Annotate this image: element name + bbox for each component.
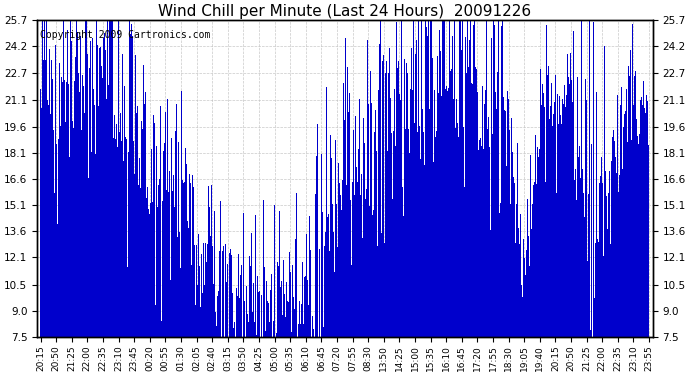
- Title: Wind Chill per Minute (Last 24 Hours)  20091226: Wind Chill per Minute (Last 24 Hours) 20…: [159, 4, 531, 19]
- Text: Copyright 2009 Cartronics.com: Copyright 2009 Cartronics.com: [40, 30, 210, 40]
